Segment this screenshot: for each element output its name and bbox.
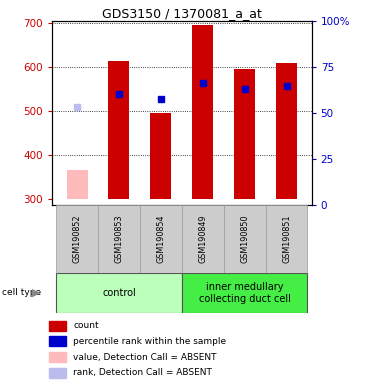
- Bar: [276, 63, 297, 199]
- Bar: [49, 336, 66, 346]
- Bar: [224, 205, 266, 273]
- Text: rank, Detection Call = ABSENT: rank, Detection Call = ABSENT: [73, 368, 212, 377]
- Bar: [150, 113, 171, 199]
- Text: ▶: ▶: [32, 288, 40, 298]
- Bar: [140, 205, 182, 273]
- Bar: [67, 170, 88, 199]
- Bar: [182, 273, 308, 313]
- Text: inner medullary
collecting duct cell: inner medullary collecting duct cell: [199, 282, 290, 304]
- Bar: [49, 352, 66, 362]
- Bar: [108, 61, 129, 199]
- Text: GSM190850: GSM190850: [240, 215, 249, 263]
- Bar: [234, 68, 255, 199]
- Text: percentile rank within the sample: percentile rank within the sample: [73, 337, 226, 346]
- Bar: [266, 205, 308, 273]
- Bar: [49, 367, 66, 377]
- Text: cell type: cell type: [2, 288, 41, 298]
- Text: count: count: [73, 321, 99, 330]
- Title: GDS3150 / 1370081_a_at: GDS3150 / 1370081_a_at: [102, 7, 262, 20]
- Text: GSM190852: GSM190852: [73, 215, 82, 263]
- Text: value, Detection Call = ABSENT: value, Detection Call = ABSENT: [73, 353, 217, 361]
- Bar: [56, 205, 98, 273]
- Text: control: control: [102, 288, 136, 298]
- Bar: [56, 273, 182, 313]
- Bar: [192, 25, 213, 199]
- Text: GSM190849: GSM190849: [198, 215, 207, 263]
- Bar: [98, 205, 140, 273]
- Bar: [182, 205, 224, 273]
- Bar: [49, 321, 66, 331]
- Text: GSM190854: GSM190854: [156, 215, 165, 263]
- Text: GSM190851: GSM190851: [282, 215, 291, 263]
- Text: GSM190853: GSM190853: [115, 215, 124, 263]
